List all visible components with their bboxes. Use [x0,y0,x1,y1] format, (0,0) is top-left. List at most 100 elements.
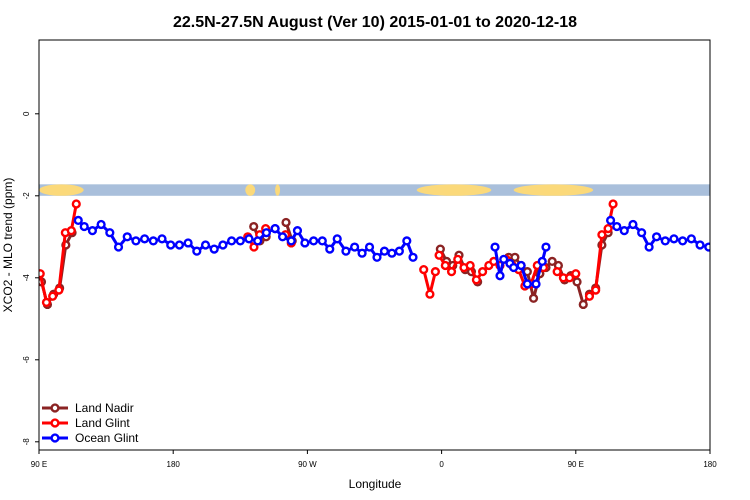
ocean-glint-point [341,246,351,256]
legend-label: Land Glint [75,416,130,430]
ocean-glint-point [174,240,185,250]
ocean-glint-point [628,219,638,230]
land-nadir-point [281,217,291,228]
land-glint-point [48,291,58,301]
y-tick-label: -4 [22,274,31,282]
ocean-glint-point [522,279,532,289]
land-glint-point [597,230,607,240]
ocean-glint-point [660,236,670,246]
ocean-glint-point [300,238,310,248]
land-glint-point [41,297,52,308]
land-glint-point [584,291,595,301]
ocean-glint-point [244,234,254,244]
ocean-glint-point [619,226,629,236]
ocean-glint-point [227,236,237,246]
ocean-glint-point [372,252,382,262]
ocean-glint-point [499,254,509,264]
ocean-glint-point [122,232,132,242]
ocean-glint-point [218,240,228,250]
legend-label: Land Nadir [75,401,134,415]
ocean-glint-point [105,228,115,238]
land-glint-point [39,269,45,279]
ocean-glint-point [605,215,616,226]
ocean-glint-point [113,242,124,252]
land-nadir-point [578,299,588,310]
ocean-glint-point [261,228,271,238]
ocean-glint-point [408,252,418,262]
ocean-band [39,184,710,196]
ocean-glint-point [73,215,83,226]
land-glint-point [478,267,488,277]
ocean-glint-point [148,236,158,246]
land-glint-point [564,273,575,283]
ocean-glint-point [183,238,193,248]
land-nadir-point [528,293,539,303]
land-glint-point [603,224,613,234]
legend-label: Ocean Glint [75,431,139,445]
ocean-glint-point [140,234,150,244]
ocean-glint-point [96,219,106,230]
y-tick-label: -6 [22,356,31,364]
ocean-glint-point [495,271,505,281]
ocean-glint-point [131,236,141,246]
y-tick-label: -8 [22,438,31,446]
land-glint-point [552,267,562,277]
ocean-glint-point [531,279,541,289]
ocean-glint-point [364,242,375,252]
ocean-glint-point [277,232,288,242]
y-axis: 0 -2 -4 -6 -8 [22,111,39,445]
y-tick-label: -2 [22,192,31,200]
ocean-glint-point [350,242,360,252]
ocean-glint-point [516,260,526,271]
land-ocean-band [39,184,710,196]
land-glint-point [471,275,481,285]
land-glint-point [425,289,435,299]
land-band-segment [416,184,492,196]
plot-frame [38,39,711,451]
ocean-glint-point [704,242,710,252]
y-tick-label: 0 [22,111,31,116]
x-tick-label: 90 W [298,460,317,469]
x-tick-label: 180 [167,460,181,469]
ocean-glint-point [387,248,397,258]
land-band-segment [39,184,84,196]
ocean-glint-point [325,244,335,254]
ocean-glint-point [332,234,342,244]
ocean-glint-point [270,224,280,234]
land-nadir-point [572,277,582,287]
legend-swatch-marker [50,403,60,413]
land-glint-point [430,267,440,277]
ocean-glint-point [669,234,679,244]
legend-swatch-marker [50,433,60,443]
ocean-glint-point [87,226,98,236]
ocean-glint-point [166,240,176,250]
ocean-glint-point [537,256,547,267]
ocean-glint-point [637,228,647,238]
land-glint-point [465,260,475,271]
land-glint-point [71,199,81,209]
ocean-glint-point [695,240,705,250]
x-tick-label: 90 E [31,460,47,469]
ocean-glint-point [612,221,622,232]
x-axis: 90 E 180 90 W 0 90 E 180 [31,450,717,469]
ocean-glint-point [209,244,219,254]
ocean-glint-point [317,236,327,246]
ocean-glint-point [309,236,319,246]
ocean-glint-point [253,236,263,246]
legend-item-land-nadir: Land Nadir [42,401,134,415]
legend-item-ocean-glint: Ocean Glint [42,431,139,445]
ocean-glint-point [157,234,167,244]
series-land-glint [39,199,618,308]
land-glint-point [608,199,618,209]
land-glint-point [571,269,581,279]
ocean-glint-point [286,236,296,246]
ocean-glint-point [509,262,519,273]
land-glint-point [54,285,64,295]
legend-item-land-glint: Land Glint [42,416,130,430]
ocean-glint-point [541,242,551,252]
chart-title: 22.5N-27.5N August (Ver 10) 2015-01-01 t… [173,14,577,31]
land-glint-point [66,226,76,236]
land-glint-point [591,285,601,295]
